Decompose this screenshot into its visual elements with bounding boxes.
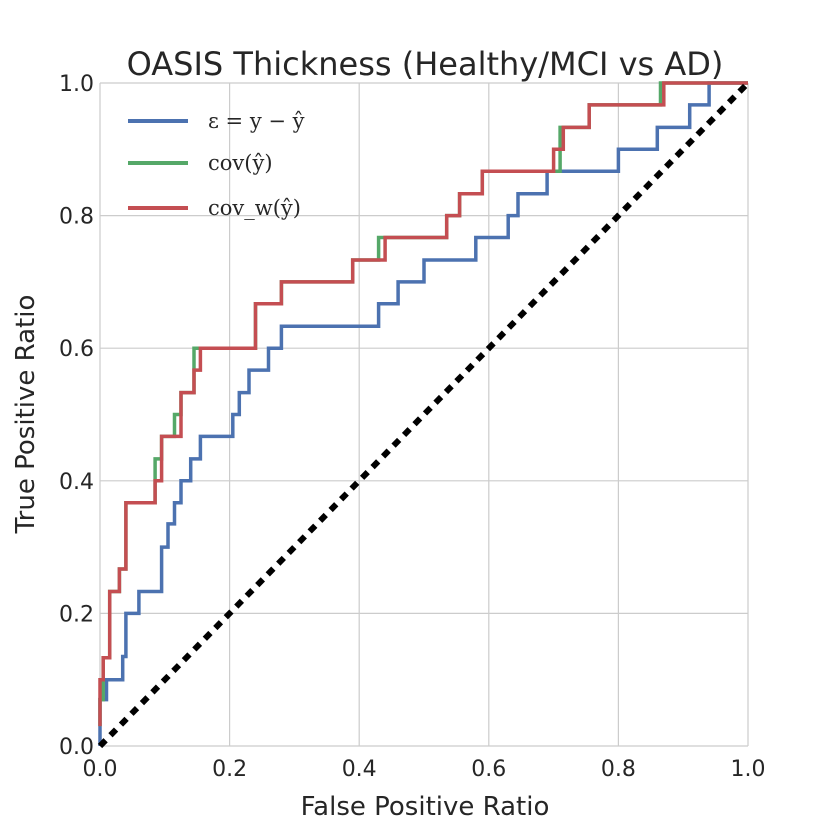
x-tick-label: 0.0 (83, 757, 118, 782)
y-tick-label: 0.0 (59, 735, 94, 760)
series-group (97, 80, 751, 749)
legend-label-cov-w: cov_w(ŷ) (208, 196, 301, 220)
chart-title: OASIS Thickness (Healthy/MCI vs AD) (127, 45, 724, 83)
series-line-0 (98, 81, 748, 746)
x-axis-label: False Positive Ratio (301, 792, 550, 822)
legend-label-cov: cov(ŷ) (208, 151, 273, 175)
x-tick-label: 0.2 (212, 757, 247, 782)
x-axis-ticks: 0.0 0.2 0.4 0.6 0.8 1.0 (83, 757, 766, 782)
y-axis-ticks: 0.0 0.2 0.4 0.6 0.8 1.0 (59, 72, 94, 760)
chance-diagonal-line (97, 80, 751, 749)
x-tick-label: 0.8 (601, 757, 636, 782)
y-axis-label: True Positive Ratio (11, 295, 41, 535)
legend: ε = y − ŷ cov(ŷ) cov_w(ŷ) (128, 109, 305, 220)
x-tick-label: 1.0 (731, 757, 766, 782)
legend-label-residual: ε = y − ŷ (208, 109, 305, 133)
y-tick-label: 1.0 (59, 72, 94, 97)
y-tick-label: 0.4 (59, 470, 94, 495)
y-tick-label: 0.8 (59, 205, 94, 230)
series-line-2 (98, 81, 748, 727)
y-tick-label: 0.2 (59, 602, 94, 627)
y-tick-label: 0.6 (59, 337, 94, 362)
x-tick-label: 0.6 (471, 757, 506, 782)
x-tick-label: 0.4 (342, 757, 377, 782)
